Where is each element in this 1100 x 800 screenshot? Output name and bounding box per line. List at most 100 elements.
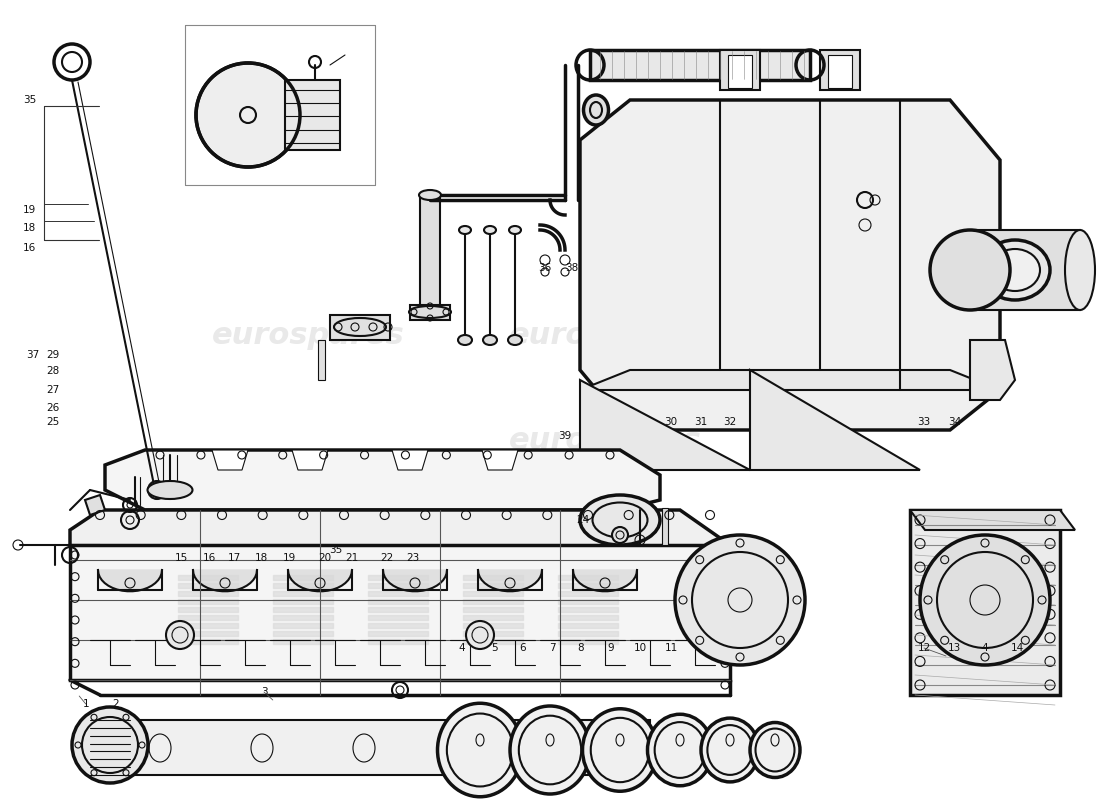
Polygon shape: [70, 545, 730, 680]
Polygon shape: [970, 230, 1080, 310]
Text: 8: 8: [578, 643, 584, 653]
Ellipse shape: [580, 495, 660, 545]
Text: 39: 39: [558, 431, 571, 441]
Polygon shape: [178, 639, 238, 644]
Ellipse shape: [508, 335, 522, 345]
Ellipse shape: [509, 226, 521, 234]
Ellipse shape: [583, 709, 658, 791]
Polygon shape: [410, 305, 450, 320]
Polygon shape: [482, 450, 518, 470]
Polygon shape: [368, 599, 428, 604]
Polygon shape: [750, 370, 920, 470]
Polygon shape: [90, 720, 130, 775]
Text: 2: 2: [112, 699, 119, 709]
Ellipse shape: [147, 481, 192, 499]
Ellipse shape: [1065, 230, 1094, 310]
Polygon shape: [590, 50, 810, 80]
Polygon shape: [212, 450, 248, 470]
Polygon shape: [368, 615, 428, 620]
Polygon shape: [318, 340, 324, 380]
Ellipse shape: [701, 718, 759, 782]
Text: eurospares: eurospares: [211, 466, 405, 494]
Polygon shape: [463, 631, 522, 636]
Polygon shape: [178, 631, 238, 636]
Polygon shape: [273, 631, 333, 636]
Circle shape: [920, 535, 1050, 665]
Polygon shape: [178, 599, 238, 604]
Polygon shape: [463, 607, 522, 612]
Ellipse shape: [459, 226, 471, 234]
Text: 36: 36: [538, 263, 551, 273]
Ellipse shape: [750, 722, 800, 778]
Polygon shape: [463, 623, 522, 628]
Polygon shape: [558, 575, 618, 580]
Ellipse shape: [334, 318, 386, 336]
Text: eurospares: eurospares: [508, 426, 702, 454]
Polygon shape: [178, 575, 238, 580]
Ellipse shape: [483, 335, 497, 345]
Polygon shape: [192, 570, 257, 591]
Text: 25: 25: [46, 418, 59, 427]
Text: 24: 24: [576, 515, 590, 525]
Text: 38: 38: [565, 263, 579, 273]
Text: 33: 33: [917, 418, 931, 427]
Polygon shape: [970, 340, 1015, 400]
Polygon shape: [178, 607, 238, 612]
Text: 7: 7: [549, 643, 556, 653]
Text: 35: 35: [23, 95, 36, 105]
Polygon shape: [178, 583, 238, 588]
Polygon shape: [580, 100, 1000, 430]
Polygon shape: [273, 583, 333, 588]
Text: 16: 16: [23, 243, 36, 253]
Text: 1: 1: [82, 699, 89, 709]
Text: 4: 4: [459, 643, 465, 653]
Polygon shape: [420, 195, 440, 310]
Text: 17: 17: [228, 554, 241, 563]
Text: 5: 5: [492, 643, 498, 653]
Polygon shape: [463, 615, 522, 620]
Ellipse shape: [510, 706, 590, 794]
Polygon shape: [558, 615, 618, 620]
Text: 6: 6: [519, 643, 526, 653]
Polygon shape: [368, 623, 428, 628]
Text: 32: 32: [723, 418, 736, 427]
Circle shape: [196, 63, 300, 167]
Polygon shape: [273, 615, 333, 620]
Ellipse shape: [583, 95, 608, 125]
Polygon shape: [573, 570, 637, 591]
Polygon shape: [273, 575, 333, 580]
Polygon shape: [558, 623, 618, 628]
Text: 3: 3: [261, 687, 267, 697]
Polygon shape: [463, 575, 522, 580]
Ellipse shape: [438, 703, 522, 797]
Text: 18: 18: [23, 223, 36, 233]
Polygon shape: [463, 639, 522, 644]
Polygon shape: [273, 639, 333, 644]
Polygon shape: [368, 583, 428, 588]
Ellipse shape: [458, 335, 472, 345]
Polygon shape: [828, 55, 852, 88]
Polygon shape: [558, 631, 618, 636]
Polygon shape: [160, 485, 180, 497]
Ellipse shape: [409, 306, 451, 318]
Polygon shape: [558, 639, 618, 644]
Polygon shape: [368, 631, 428, 636]
Polygon shape: [178, 623, 238, 628]
Circle shape: [612, 527, 628, 543]
Polygon shape: [580, 370, 1000, 390]
Text: 37: 37: [26, 350, 40, 360]
Polygon shape: [178, 615, 238, 620]
Polygon shape: [558, 599, 618, 604]
Text: 4: 4: [981, 643, 988, 653]
Text: 35: 35: [329, 546, 342, 555]
Text: 30: 30: [664, 418, 678, 427]
Polygon shape: [463, 599, 522, 604]
Polygon shape: [558, 591, 618, 596]
Polygon shape: [392, 450, 428, 470]
Polygon shape: [178, 591, 238, 596]
Circle shape: [675, 535, 805, 665]
Polygon shape: [728, 55, 752, 88]
Text: 23: 23: [406, 554, 419, 563]
Polygon shape: [104, 450, 660, 510]
Polygon shape: [478, 570, 542, 591]
